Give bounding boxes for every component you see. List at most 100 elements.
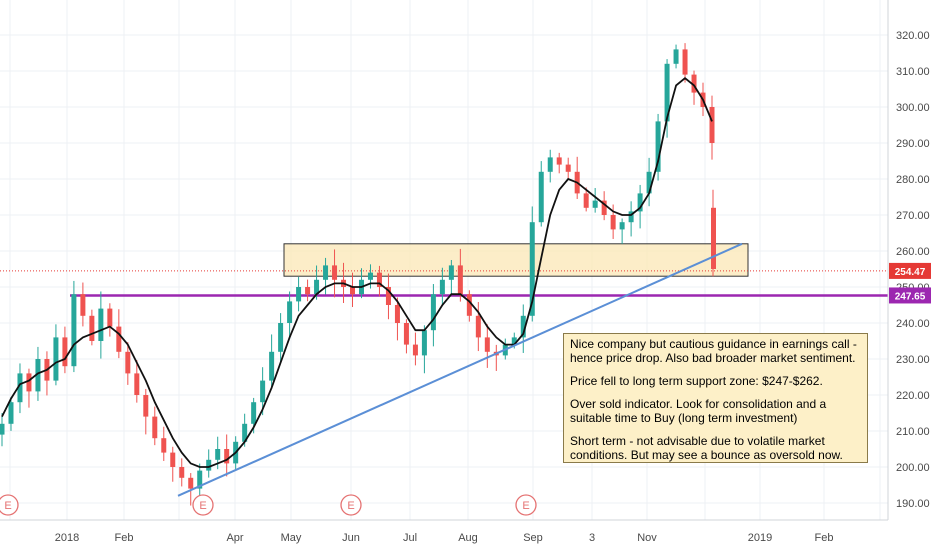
candle-body <box>71 294 77 367</box>
x-tick-label: Nov <box>637 532 657 544</box>
price-tag <box>889 262 931 279</box>
earnings-marker-label: E <box>199 500 206 512</box>
candle-body <box>421 330 427 356</box>
candle-body <box>0 423 5 435</box>
candle-body <box>556 157 562 165</box>
x-tick-label: May <box>281 532 302 544</box>
candle-body <box>457 265 463 295</box>
candle-body <box>260 380 266 403</box>
candle-body <box>332 265 338 280</box>
candle-body <box>709 107 715 143</box>
earnings-marker <box>0 494 19 516</box>
candle-body <box>350 287 356 295</box>
candle-body <box>619 222 625 230</box>
candles-layer <box>0 43 716 506</box>
x-tick-label: 3 <box>589 532 595 544</box>
candle-body <box>197 470 203 489</box>
candle-body <box>711 207 716 269</box>
price-tag-label: 254.47 <box>895 267 926 278</box>
y-tick-label: 220.00 <box>896 390 930 402</box>
x-tick-label: Feb <box>815 532 834 544</box>
candle-body <box>305 287 311 295</box>
candle-body <box>655 121 661 172</box>
y-tick-label: 320.00 <box>896 30 930 42</box>
candle-body <box>314 279 320 295</box>
candle-body <box>529 222 535 316</box>
candle-body <box>673 49 679 64</box>
candle-body <box>394 305 400 323</box>
note-line-2: Price fell to long term support zone: $2… <box>570 374 823 388</box>
y-tick-label: 260.00 <box>896 246 930 258</box>
candle-body <box>179 467 185 478</box>
y-tick-label: 240.00 <box>896 318 930 330</box>
y-tick-label: 270.00 <box>896 210 930 222</box>
candle-body <box>143 395 149 417</box>
candle-body <box>439 279 445 295</box>
support-trendline <box>177 242 743 497</box>
candle-body <box>682 49 688 75</box>
candle-body <box>430 294 436 331</box>
candle-body <box>35 359 41 392</box>
earnings-marker <box>192 494 214 516</box>
candle-body <box>610 215 616 230</box>
y-tick-label: 210.00 <box>896 426 930 438</box>
level-lines-layer <box>0 270 888 297</box>
earnings-marker <box>340 494 362 516</box>
candle-body <box>385 287 391 305</box>
price-tags: 254.47 247.65 <box>889 262 931 304</box>
x-tick-label: Apr <box>226 532 243 544</box>
candle-body <box>278 323 284 352</box>
x-tick-label: Aug <box>458 532 478 544</box>
candle-body <box>511 337 517 345</box>
candle-body <box>188 477 194 489</box>
time-axis: 2018 Feb Apr May Jun Jul Aug Sep 3 Nov 2019 Feb <box>0 519 932 550</box>
candle-body <box>80 294 86 316</box>
x-tick-label: Jun <box>342 532 360 544</box>
candle-body <box>134 373 140 395</box>
candle-body <box>251 402 257 424</box>
candle-body <box>8 402 14 424</box>
candle-body <box>323 265 329 280</box>
earnings-marker-label: E <box>4 500 11 512</box>
price-tag-label: 247.65 <box>895 291 926 302</box>
candle-body <box>484 337 490 352</box>
x-tick-label: 2019 <box>748 532 772 544</box>
candle-body <box>116 326 122 352</box>
candle-body <box>17 373 23 403</box>
candle-body <box>565 164 571 172</box>
note-line-1: Nice company but cautious guidance in ea… <box>570 337 857 365</box>
x-tick-label: Feb <box>115 532 134 544</box>
candle-body <box>403 323 409 345</box>
candle-body <box>448 265 454 280</box>
y-tick-label: 200.00 <box>896 462 930 474</box>
y-tick-label: 280.00 <box>896 174 930 186</box>
candle-body <box>664 63 670 122</box>
candle-body <box>601 200 607 215</box>
x-tick-label: Sep <box>523 532 543 544</box>
earnings-marker-label: E <box>347 500 354 512</box>
candle-body <box>215 449 221 460</box>
candle-body <box>152 416 158 439</box>
y-tick-label: 290.00 <box>896 138 930 150</box>
candle-body <box>583 193 589 208</box>
candle-body <box>224 449 230 464</box>
y-tick-label: 190.00 <box>896 498 930 510</box>
candle-body <box>628 211 634 223</box>
x-tick-label: 2018 <box>55 532 79 544</box>
candle-body <box>287 301 293 323</box>
candle-body <box>475 315 481 338</box>
earnings-marker <box>515 494 537 516</box>
trendline-layer <box>177 242 743 497</box>
candle-body <box>62 337 68 367</box>
candle-body <box>125 351 131 374</box>
y-tick-label: 230.00 <box>896 354 930 366</box>
price-tag <box>889 287 931 304</box>
annotation-note: Nice company but cautious guidance in ea… <box>563 333 868 463</box>
candle-body <box>520 315 526 338</box>
y-tick-label: 300.00 <box>896 102 930 114</box>
candle-body <box>592 200 598 208</box>
note-line-4: Short term - not advisable due to volati… <box>570 434 843 462</box>
candle-body <box>107 308 113 327</box>
moving-average-layer <box>1 77 713 468</box>
